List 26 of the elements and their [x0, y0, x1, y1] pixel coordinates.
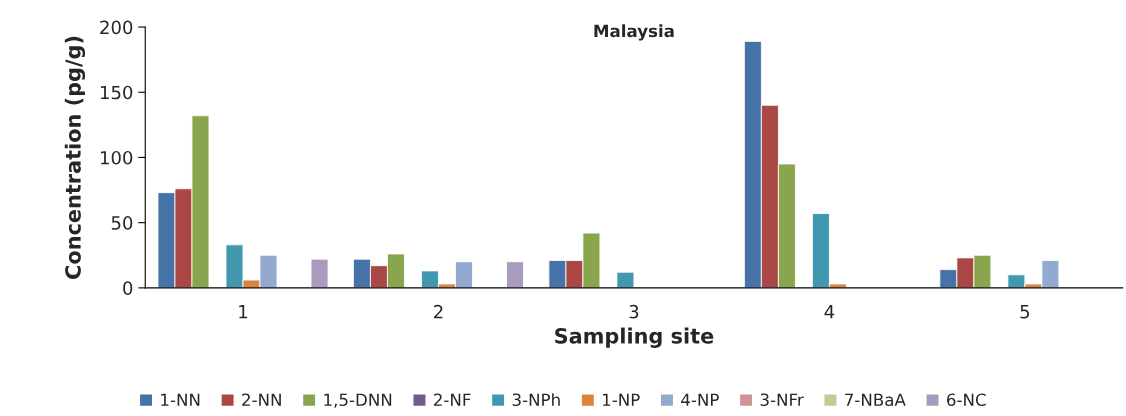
y-tick-label: 50: [111, 216, 133, 230]
legend-label: 3-NPh: [512, 393, 560, 407]
y-tick-label: 100: [100, 150, 133, 165]
legend-label: 1-NP: [602, 393, 640, 406]
x-tick-label: 3: [629, 304, 639, 319]
bar: [506, 261, 524, 288]
legend-label: 2-NN: [242, 393, 281, 406]
y-tick-label: 0: [123, 281, 133, 295]
legend-label: 6-NC: [947, 393, 986, 407]
legend-label: 4-NP: [681, 393, 719, 406]
y-tick-label: 200: [100, 20, 133, 35]
x-axis-title: Sampling site: [555, 327, 714, 348]
x-tick-label: 4: [824, 305, 835, 319]
legend-label: 1,5-DNN: [324, 393, 392, 408]
bar: [310, 258, 329, 288]
legend-label: 7-NBaA: [845, 393, 906, 407]
x-tick-label: 5: [1020, 305, 1030, 319]
y-tick-label: 150: [100, 85, 133, 100]
legend-label: 3-NFr: [760, 393, 804, 407]
y-axis-title: Concentration (pg/g): [64, 36, 86, 279]
legend-label: 2-NF: [434, 393, 471, 406]
x-tick-label: 1: [239, 305, 248, 319]
legend-label: 1-NN: [161, 393, 200, 406]
x-tick-label: 2: [434, 304, 443, 319]
bar: [616, 271, 635, 288]
chart-title: Malaysia: [594, 24, 674, 41]
